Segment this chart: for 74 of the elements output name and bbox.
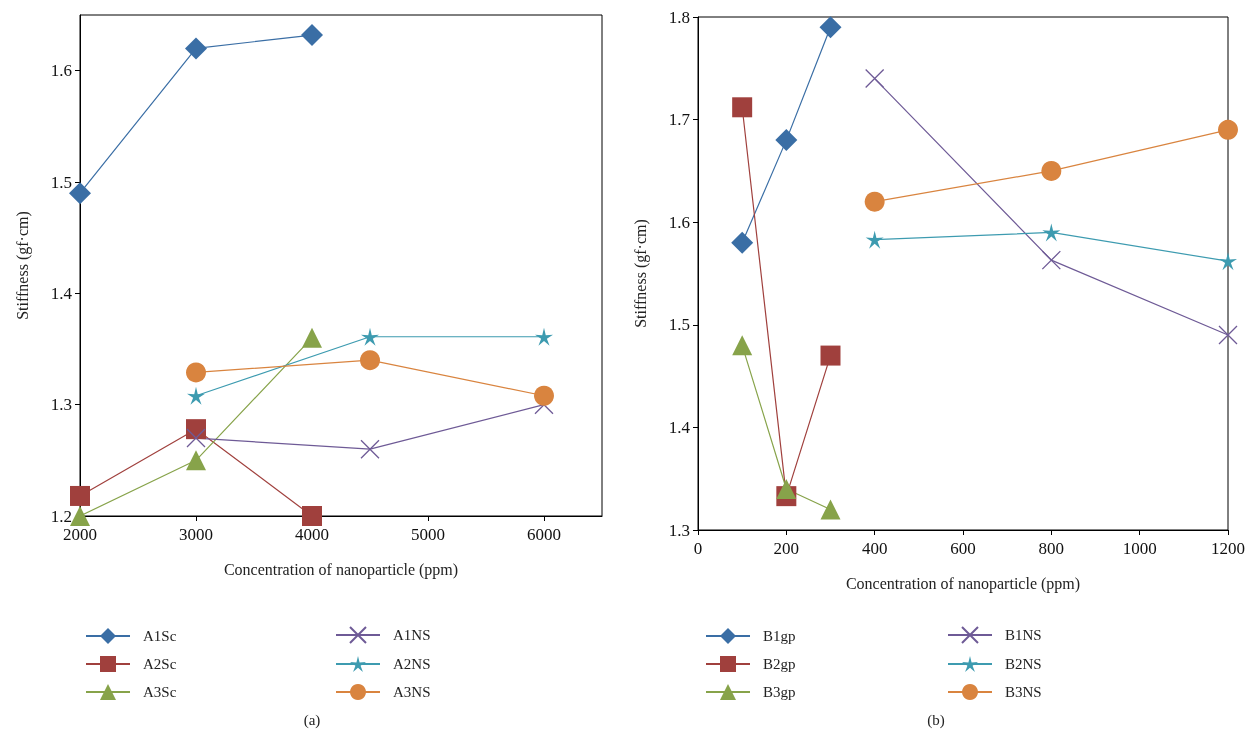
text: (b) <box>927 711 945 729</box>
legend-label: B1gp <box>763 628 796 644</box>
point <box>361 327 379 346</box>
point <box>70 506 90 526</box>
y-tick-label: 1.6 <box>668 212 690 232</box>
point <box>776 478 797 499</box>
point <box>360 439 380 459</box>
point <box>186 362 206 383</box>
point <box>1218 119 1238 140</box>
x-tick-label: 1000 <box>1122 539 1157 558</box>
legend-label: A3NS <box>393 684 431 700</box>
point <box>1219 252 1237 271</box>
point <box>732 335 753 356</box>
point <box>301 24 323 47</box>
legend-label: B3NS <box>1005 684 1042 700</box>
legend-label: A3Sc <box>143 684 177 700</box>
x-tick-label: 4000 <box>295 525 329 544</box>
point <box>731 231 754 254</box>
legend-label: B2NS <box>1005 656 1042 672</box>
point <box>185 37 207 60</box>
point <box>1042 223 1061 242</box>
legend-label: B1NS <box>1005 627 1042 643</box>
y-tick-label: 1.5 <box>668 315 690 335</box>
point <box>1041 250 1061 270</box>
point <box>775 129 798 152</box>
legend-label: A1NS <box>393 627 431 643</box>
y-axis-title: Stiffness (gf·cm) <box>13 211 32 320</box>
legend-label: A2NS <box>393 656 431 672</box>
point <box>186 450 206 471</box>
point <box>732 97 753 118</box>
x-tick-label: 2000 <box>63 525 97 544</box>
point <box>865 68 885 89</box>
x-tick-label: 800 <box>1038 539 1065 558</box>
point <box>1041 160 1062 181</box>
point <box>535 327 553 346</box>
x-tick-label: 0 <box>693 539 703 558</box>
point <box>820 499 841 520</box>
y-axis-title: Stiffness (gf·cm) <box>631 219 650 328</box>
point <box>186 419 206 440</box>
y-tick-label: 1.2 <box>50 506 72 526</box>
x-tick-label: 5000 <box>411 525 445 544</box>
legend-label: B3gp <box>763 684 796 700</box>
point <box>864 191 885 212</box>
point <box>1218 325 1238 345</box>
legend-label: B2gp <box>763 656 796 672</box>
x-tick-label: 1200 <box>1211 539 1245 558</box>
point <box>819 16 842 39</box>
y-tick-label: 1.6 <box>50 61 72 81</box>
x-axis-title: Concentration of nanoparticle (ppm) <box>223 560 459 579</box>
point <box>187 386 205 405</box>
y-tick-label: 1.7 <box>668 110 691 130</box>
point <box>302 327 322 348</box>
x-axis-title: Concentration of nanoparticle (ppm) <box>845 574 1081 593</box>
point <box>534 385 554 406</box>
point <box>865 230 884 249</box>
x-tick-label: 600 <box>950 539 976 558</box>
x-tick-label: 6000 <box>527 525 561 544</box>
text: (a) <box>303 711 321 729</box>
legend-label: A1Sc <box>143 628 177 644</box>
y-tick-label: 1.5 <box>50 172 72 192</box>
point <box>360 350 380 371</box>
point <box>820 345 841 366</box>
y-tick-label: 1.3 <box>668 520 690 540</box>
y-tick-label: 1.3 <box>50 395 72 415</box>
x-tick-label: 400 <box>861 539 888 558</box>
legend-label: A2Sc <box>143 656 177 672</box>
y-tick-label: 1.8 <box>668 7 690 27</box>
y-tick-label: 1.4 <box>50 283 73 303</box>
point <box>70 485 90 506</box>
y-tick-label: 1.4 <box>668 417 691 437</box>
point <box>302 506 322 526</box>
point <box>186 428 206 448</box>
x-tick-label: 3000 <box>179 525 213 544</box>
x-tick-label: 200 <box>773 539 800 558</box>
